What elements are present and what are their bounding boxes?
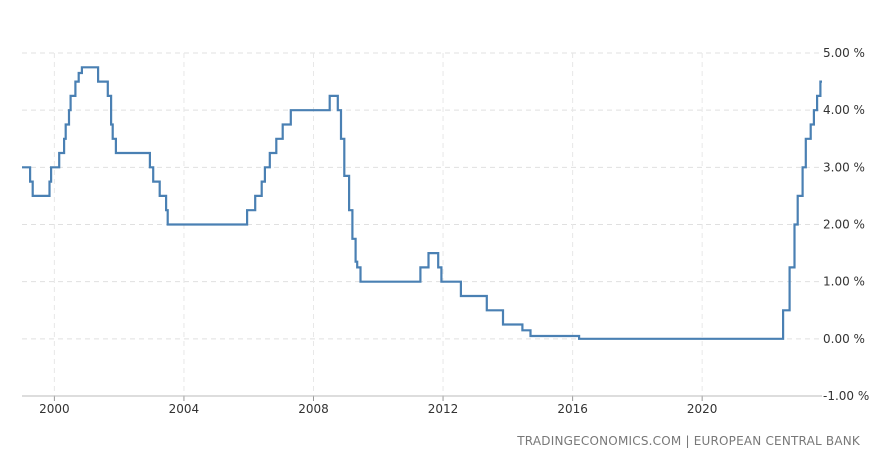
y-tick-label: 5.00 %	[823, 46, 865, 60]
y-tick-label: 2.00 %	[823, 218, 865, 232]
x-tick-label: 2012	[428, 402, 459, 416]
y-tick-label: -1.00 %	[823, 389, 869, 403]
y-tick-label: 1.00 %	[823, 275, 865, 289]
x-tick-label: 2004	[169, 402, 200, 416]
x-tick-label: 2000	[39, 402, 70, 416]
x-axis: 2000 2004 2008 2012 2016 2020	[22, 395, 822, 416]
x-tick-label: 2020	[687, 402, 718, 416]
x-tick-label: 2016	[557, 402, 588, 416]
source-attribution: TRADINGECONOMICS.COM | EUROPEAN CENTRAL …	[517, 434, 860, 448]
series-line	[22, 66, 822, 340]
gridlines	[22, 52, 822, 397]
series-group	[22, 66, 822, 340]
y-tick-label: 4.00 %	[823, 103, 865, 117]
x-tick-label: 2008	[298, 402, 329, 416]
y-tick-label: 3.00 %	[823, 160, 865, 174]
y-tick-label: 0.00 %	[823, 332, 865, 346]
y-axis: 5.00 % 4.00 % 3.00 % 2.00 % 1.00 % 0.00 % -1.0…	[823, 46, 869, 403]
